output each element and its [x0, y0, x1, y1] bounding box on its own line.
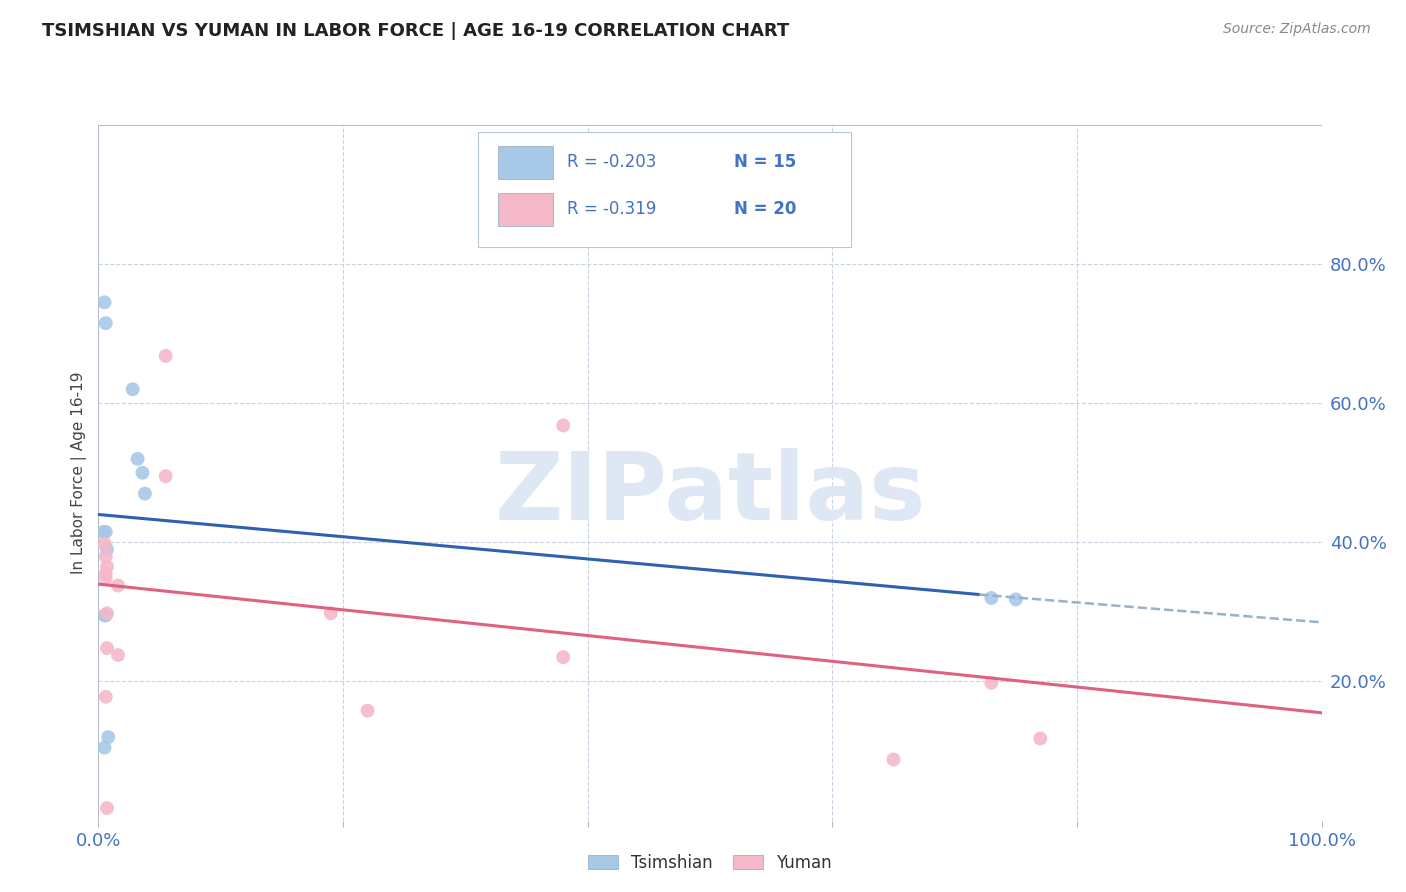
Point — [1029, 731, 1052, 746]
Point — [356, 704, 378, 718]
Point — [96, 641, 118, 656]
Point — [1004, 592, 1026, 607]
Point — [96, 607, 118, 621]
Point — [107, 578, 129, 592]
Point — [96, 542, 118, 557]
Text: TSIMSHIAN VS YUMAN IN LABOR FORCE | AGE 16-19 CORRELATION CHART: TSIMSHIAN VS YUMAN IN LABOR FORCE | AGE … — [42, 22, 789, 40]
Text: R = -0.319: R = -0.319 — [567, 200, 657, 218]
Point — [96, 801, 118, 815]
Point — [980, 591, 1002, 605]
Text: N = 20: N = 20 — [734, 200, 797, 218]
Point — [121, 382, 143, 396]
Point — [155, 469, 177, 483]
Point — [94, 316, 117, 330]
Point — [94, 566, 117, 581]
Text: Source: ZipAtlas.com: Source: ZipAtlas.com — [1223, 22, 1371, 37]
Point — [96, 559, 118, 574]
Point — [155, 349, 177, 363]
Point — [93, 295, 115, 310]
Point — [553, 650, 575, 665]
Bar — [498, 145, 554, 179]
Point — [131, 466, 153, 480]
Point — [127, 451, 149, 466]
Point — [97, 730, 120, 744]
Text: N = 15: N = 15 — [734, 153, 797, 170]
Point — [883, 752, 905, 766]
Point — [553, 418, 575, 433]
Point — [134, 486, 156, 500]
Point — [319, 607, 342, 621]
FancyBboxPatch shape — [478, 132, 851, 247]
Legend: Tsimshian, Yuman: Tsimshian, Yuman — [582, 847, 838, 879]
Point — [94, 690, 117, 704]
Point — [94, 572, 117, 586]
Point — [94, 549, 117, 564]
Bar — [498, 193, 554, 227]
Point — [91, 524, 114, 539]
Point — [94, 608, 117, 623]
Text: R = -0.203: R = -0.203 — [567, 153, 657, 170]
Point — [93, 740, 115, 755]
Point — [93, 608, 115, 623]
Point — [107, 648, 129, 662]
Point — [93, 537, 115, 551]
Point — [94, 524, 117, 539]
Point — [980, 676, 1002, 690]
Text: ZIPatlas: ZIPatlas — [495, 448, 925, 540]
Y-axis label: In Labor Force | Age 16-19: In Labor Force | Age 16-19 — [72, 371, 87, 574]
